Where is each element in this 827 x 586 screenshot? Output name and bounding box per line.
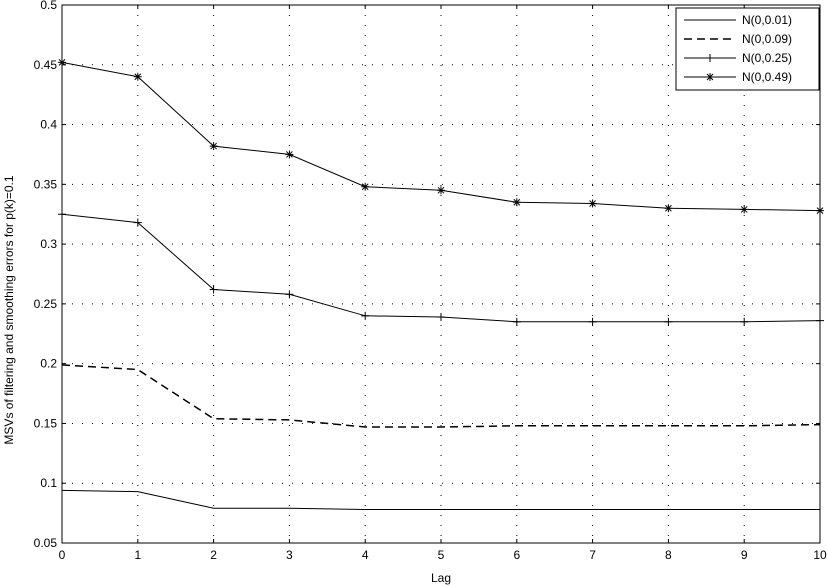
y-tick-label: 0.35	[34, 177, 58, 191]
y-tick-label: 0.15	[34, 416, 58, 430]
data-point-marker-d2	[816, 207, 824, 214]
series-1	[61, 489, 820, 510]
series-3	[58, 210, 824, 326]
y-tick-label: 0.2	[40, 357, 57, 371]
y-axis: 0.05 0.1 0.15 0.2 0.25 0.3 0.35 0.4 0.45 0.5	[34, 0, 820, 550]
y-tick-label: 0.4	[40, 118, 57, 132]
y-tick-label: 0.45	[34, 58, 58, 72]
legend-label: N(0,0.49)	[742, 70, 792, 84]
data-point-marker-d2	[134, 73, 142, 81]
data-point-marker-d2	[361, 183, 369, 191]
x-axis: 0 1 2 3 4 5 6 7 8 9 10	[59, 5, 827, 562]
y-tick-label: 0.5	[40, 0, 57, 12]
data-point-marker-d2	[437, 186, 445, 194]
legend-label: N(0,0.25)	[742, 51, 792, 65]
series-2	[61, 364, 821, 428]
x-tick-label: 6	[513, 548, 520, 562]
legend: N(0,0.01) N(0,0.09) N(0,0.25) N(0,0.49)	[675, 7, 820, 91]
x-tick-label: 0	[59, 548, 66, 562]
y-axis-title: MSVs of filtering and smoothing errors f…	[2, 175, 16, 444]
x-tick-label: 2	[210, 548, 217, 562]
x-tick-label: 5	[438, 548, 445, 562]
x-tick-label: 3	[286, 548, 293, 562]
data-point-marker-d2	[513, 198, 521, 206]
legend-label: N(0,0.01)	[742, 13, 792, 27]
x-tick-label: 1	[134, 548, 141, 562]
data-point-marker-d2	[210, 142, 217, 150]
series-layer	[58, 58, 824, 510]
data-point-marker-d2	[665, 204, 672, 212]
y-tick-label: 0.25	[34, 297, 58, 311]
legend-box	[675, 7, 820, 91]
x-tick-label: 4	[362, 548, 369, 562]
data-point-marker-d2	[740, 206, 748, 213]
y-tick-label: 0.3	[40, 237, 57, 251]
x-tick-label: 9	[741, 548, 748, 562]
data-point-marker-d2	[58, 59, 66, 66]
legend-label: N(0,0.09)	[742, 32, 792, 46]
x-axis-title: Lag	[431, 571, 451, 585]
legend-marker-d2	[706, 73, 714, 81]
series-4	[58, 58, 824, 215]
data-point-marker-d2	[286, 151, 293, 158]
series-line	[61, 364, 821, 428]
data-point-marker-d2	[589, 200, 596, 207]
x-tick-label: 7	[589, 548, 596, 562]
x-tick-label: 8	[665, 548, 672, 562]
x-tick-label: 10	[813, 548, 827, 562]
y-tick-label: 0.1	[40, 476, 57, 490]
y-tick-label: 0.05	[34, 536, 58, 550]
series-line	[61, 489, 820, 510]
